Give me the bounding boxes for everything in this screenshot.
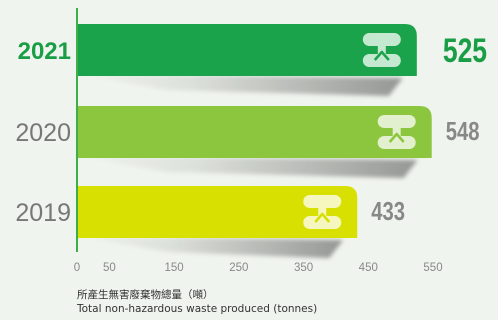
x-tick-label-150: 150 xyxy=(164,262,183,274)
bar-shadow-2019 xyxy=(77,236,344,258)
category-label-2021: 2021 xyxy=(18,38,71,65)
category-labels: 2021 2020 2019 xyxy=(15,38,71,227)
x-tick-label-350: 350 xyxy=(294,262,313,274)
bar-shadows xyxy=(77,74,418,258)
bar-2021 xyxy=(77,24,417,76)
bar-2019 xyxy=(77,186,358,238)
axis-caption: 所產生無害廢棄物總量（噸） Total non-hazardous waste … xyxy=(77,288,317,316)
x-tick-label-50: 50 xyxy=(103,262,116,274)
x-axis-title: Total non-hazardous waste produced (tonn… xyxy=(77,303,318,315)
bar-2020 xyxy=(77,106,432,158)
x-tick-label-0: 0 xyxy=(74,262,80,274)
x-tick-labels: 0 50 150 250 350 450 550 xyxy=(74,262,443,274)
category-label-2019: 2019 xyxy=(15,199,71,227)
company-logo-icon xyxy=(377,115,416,149)
bar-shadow-2020 xyxy=(77,156,418,178)
value-label-2019: 433 xyxy=(371,197,405,226)
value-label-2020: 548 xyxy=(446,117,480,146)
x-tick-label-550: 550 xyxy=(423,262,442,274)
x-tick-label-450: 450 xyxy=(359,262,378,274)
company-logo-icon xyxy=(362,33,401,67)
category-label-2020: 2020 xyxy=(15,119,71,147)
bars xyxy=(77,24,432,238)
x-axis-title-zh: 所產生無害廢棄物總量（噸） xyxy=(77,289,214,301)
company-logo-icon xyxy=(303,195,342,229)
x-tick-label-250: 250 xyxy=(229,262,248,274)
value-label-2021: 525 xyxy=(443,32,487,70)
value-labels: 525 548 433 xyxy=(371,32,487,226)
bar-shadow-2021 xyxy=(77,74,403,96)
